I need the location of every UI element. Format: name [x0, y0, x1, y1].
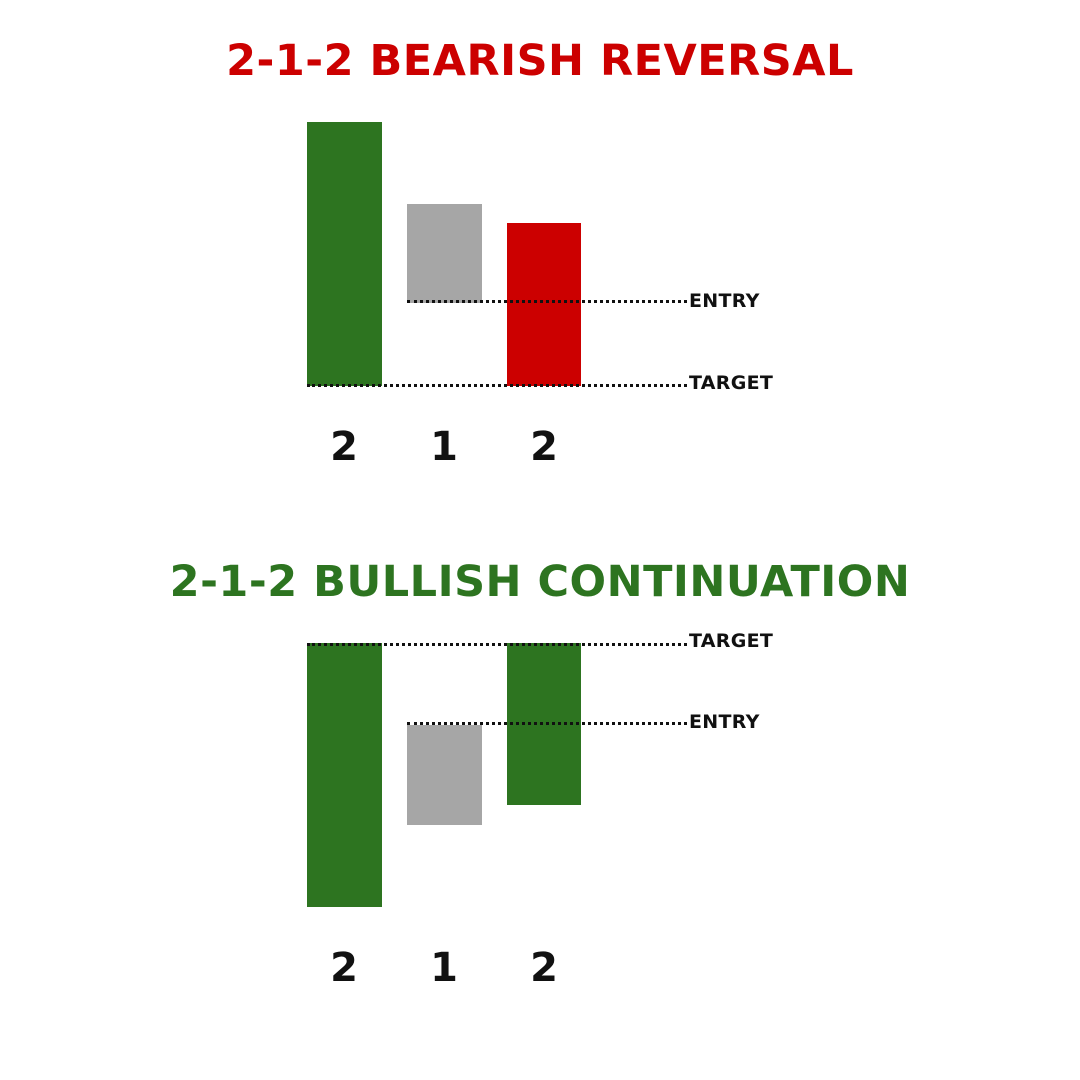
- bearish-candle-1-number: 2: [330, 424, 358, 470]
- bearish-candle-2-number: 1: [430, 424, 458, 470]
- bullish-candle-3-number: 2: [530, 945, 558, 991]
- bearish-reversal-panel: 2-1-2 BEARISH REVERSAL ENTRY TARGET 2 1 …: [0, 0, 1080, 520]
- bearish-candle-2: [407, 204, 482, 303]
- bullish-target-line: [307, 643, 687, 646]
- bullish-candle-2: [407, 725, 482, 825]
- bearish-entry-line: [407, 300, 687, 303]
- bullish-target-label: TARGET: [689, 630, 774, 652]
- bullish-candle-2-number: 1: [430, 945, 458, 991]
- bearish-target-line: [307, 384, 687, 387]
- bearish-candle-3: [507, 223, 581, 386]
- bearish-title: 2-1-2 BEARISH REVERSAL: [226, 36, 854, 86]
- bearish-entry-label: ENTRY: [689, 290, 760, 312]
- bearish-candle-3-number: 2: [530, 424, 558, 470]
- bullish-candle-1-number: 2: [330, 945, 358, 991]
- bullish-candle-1: [307, 643, 382, 907]
- bearish-target-label: TARGET: [689, 372, 774, 394]
- bearish-candle-1: [307, 122, 382, 386]
- bullish-title: 2-1-2 BULLISH CONTINUATION: [169, 557, 911, 607]
- bullish-entry-line: [407, 722, 687, 725]
- bullish-entry-label: ENTRY: [689, 711, 760, 733]
